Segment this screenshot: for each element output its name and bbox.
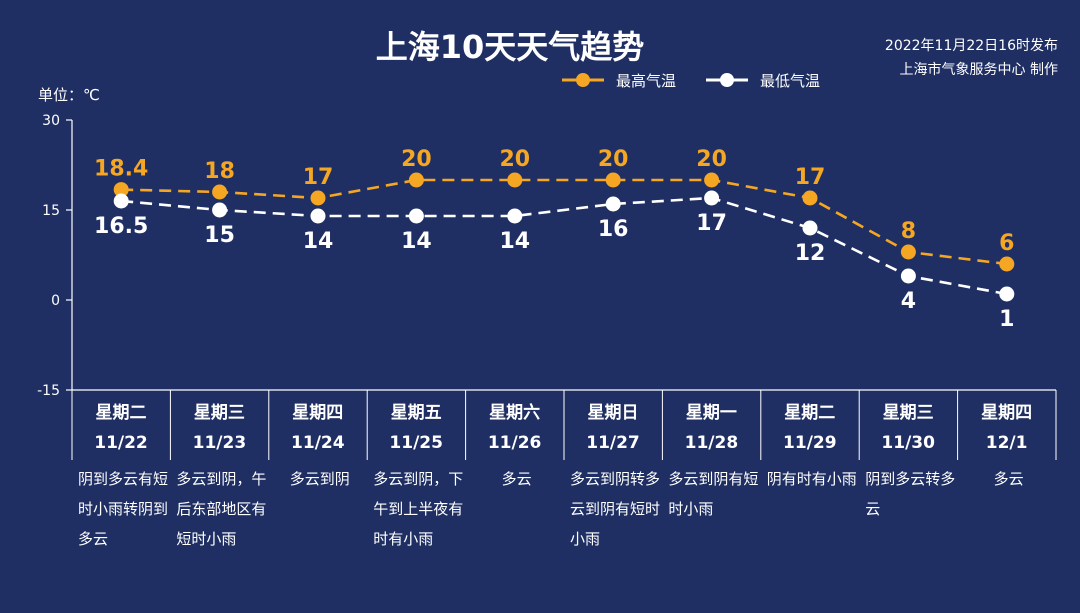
- max-temp-label: 18: [204, 159, 235, 184]
- weather-description: 多云到阴，午后东部地区有短时小雨: [176, 470, 267, 548]
- min-temp-label: 17: [696, 211, 727, 236]
- day-header: 星期六 11/26: [466, 398, 564, 458]
- legend: 最高气温 最低气温: [560, 70, 848, 90]
- max-temp-label: 6: [999, 231, 1014, 256]
- min-temp-label: 14: [499, 229, 530, 254]
- min-temp-point: [113, 193, 129, 209]
- max-temp-line: [121, 178, 1007, 266]
- weather-description: 多云: [501, 470, 532, 488]
- max-temp-label: 20: [696, 147, 727, 172]
- weather-description: 多云: [993, 470, 1024, 488]
- min-temp-point: [408, 208, 424, 224]
- day-header: 星期五 11/25: [367, 398, 465, 458]
- publish-time: 2022年11月22日16时发布: [884, 38, 1058, 54]
- weekday-label: 星期五: [390, 403, 442, 423]
- min-temp-label: 12: [795, 241, 826, 266]
- legend-min-marker-icon: [706, 73, 749, 87]
- weather-description: 阴到多云转多云: [865, 470, 956, 518]
- min-temp-label: 4: [901, 289, 916, 314]
- y-tick-label: 15: [42, 203, 60, 219]
- date-label: 11/30: [881, 433, 935, 453]
- min-temp-label: 15: [204, 223, 235, 248]
- legend-item-max: 最高气温: [560, 70, 676, 91]
- min-temp-point: [999, 286, 1015, 302]
- min-temp-point: [802, 220, 818, 236]
- date-label: 11/25: [389, 433, 443, 453]
- weekday-label: 星期三: [193, 403, 245, 423]
- weekday-label: 星期四: [981, 403, 1033, 423]
- min-temp-point: [310, 208, 326, 224]
- date-label: 11/24: [291, 433, 345, 453]
- legend-max-label: 最高气温: [616, 71, 677, 90]
- max-temp-point: [113, 182, 129, 198]
- publish-info: 2022年11月22日16时发布 上海市气象服务中心 制作: [885, 34, 1058, 82]
- legend-max-marker-icon: [562, 73, 604, 87]
- day-header: 星期日 11/27: [564, 398, 662, 458]
- min-temp-point: [212, 202, 228, 218]
- weekday-label: 星期四: [292, 403, 344, 423]
- weather-description: 多云到阴有短时小雨: [668, 470, 759, 518]
- day-header: 星期三 11/30: [859, 398, 957, 458]
- min-temp-label: 16: [598, 217, 629, 242]
- max-temp-label: 8: [901, 219, 916, 244]
- max-temp-point: [310, 190, 326, 206]
- day-header: 星期一 11/28: [662, 398, 760, 458]
- max-temp-label: 20: [401, 147, 432, 172]
- max-temp-point: [999, 256, 1015, 272]
- day-header: 星期四 11/24: [269, 398, 367, 458]
- max-temp-point: [507, 172, 523, 188]
- max-temp-label: 18.4: [94, 157, 148, 182]
- min-temp-label: 1: [999, 307, 1014, 332]
- min-temp-point: [507, 208, 523, 224]
- min-temp-label: 16.5: [94, 214, 148, 239]
- date-label: 11/29: [783, 433, 837, 453]
- date-label: 11/26: [487, 433, 542, 453]
- day-header: 星期二 11/22: [72, 398, 170, 458]
- date-label: 11/27: [586, 433, 640, 453]
- max-temp-point: [704, 172, 720, 188]
- max-temp-point: [802, 190, 818, 206]
- min-temp-line: [121, 196, 1008, 296]
- y-tick-label: 0: [51, 293, 60, 309]
- max-temp-point: [408, 172, 424, 188]
- max-temp-label: 17: [303, 165, 334, 190]
- weekday-label: 星期三: [882, 403, 934, 423]
- date-label: 11/23: [192, 433, 247, 453]
- weekday-label: 星期二: [95, 403, 147, 423]
- y-tick-label: 30: [42, 113, 60, 129]
- day-header: 星期二 11/29: [761, 398, 859, 458]
- max-temp-label: 20: [598, 147, 629, 172]
- max-temp-label: 20: [499, 147, 530, 172]
- max-temp-point: [900, 244, 916, 260]
- day-header: 星期四 12/1: [958, 398, 1056, 458]
- max-temp-point: [212, 184, 228, 200]
- y-tick-label: -15: [37, 383, 60, 399]
- weekday-label: 星期一: [685, 403, 737, 423]
- max-temp-point: [605, 172, 621, 188]
- date-label: 11/28: [684, 433, 739, 453]
- min-temp-label: 14: [303, 229, 334, 254]
- min-temp-point: [704, 190, 720, 206]
- date-label: 12/1: [985, 433, 1028, 453]
- min-temp-label: 14: [401, 229, 432, 254]
- weather-description: 多云到阴转多云到阴有短时小雨: [570, 470, 661, 548]
- weather-description: 多云到阴，下午到上半夜有时有小雨: [373, 470, 464, 548]
- weekday-label: 星期六: [489, 403, 541, 423]
- unit-label: 单位：℃: [38, 86, 100, 104]
- date-label: 11/22: [94, 433, 148, 453]
- legend-item-min: 最低气温: [704, 70, 820, 91]
- chart-title: 上海10天天气趋势: [375, 28, 645, 66]
- weekday-label: 星期日: [587, 403, 639, 423]
- publisher: 上海市气象服务中心 制作: [899, 62, 1058, 78]
- min-temp-point: [605, 196, 621, 212]
- min-temp-point: [900, 268, 916, 284]
- weekday-label: 星期二: [784, 403, 836, 423]
- weather-description: 多云到阴: [289, 470, 350, 488]
- legend-min-label: 最低气温: [760, 71, 821, 90]
- day-header: 星期三 11/23: [170, 398, 268, 458]
- max-temp-label: 17: [795, 165, 826, 190]
- weather-description: 阴到多云有短时小雨转阴到多云: [78, 470, 169, 548]
- weather-description: 阴有时有小雨: [766, 470, 857, 488]
